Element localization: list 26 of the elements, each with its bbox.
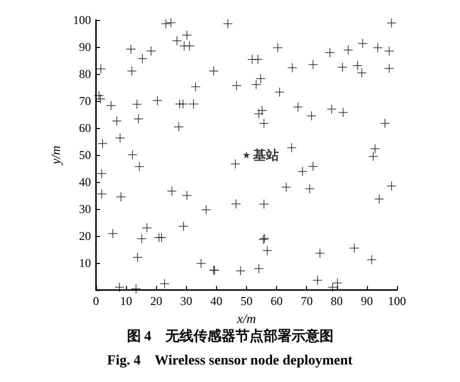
x-axis-title: x/m (236, 311, 256, 326)
y-tick-label: 70 (79, 94, 91, 108)
x-tick-label: 0 (93, 294, 99, 308)
caption: 图 4 无线传感器节点部署示意图 (126, 328, 334, 344)
x-tick-label: 80 (330, 294, 343, 308)
x-tick-label: 100 (388, 294, 406, 308)
x-tick-label: 10 (120, 294, 132, 308)
y-tick-label: 100 (73, 13, 91, 27)
x-tick-label: 50 (240, 294, 252, 308)
x-tick-label: 40 (210, 294, 222, 308)
series-label: 基站 (252, 148, 279, 162)
x-tick-label: 30 (180, 294, 192, 308)
x-tick-label: 90 (360, 294, 373, 308)
caption: Fig. 4 Wireless sensor node deployment (107, 354, 353, 368)
y-axis-title: y/m (48, 146, 64, 166)
y-tick-label: 40 (79, 175, 91, 189)
y-tick-label: 20 (79, 229, 91, 243)
y-tick-label: 50 (79, 148, 91, 162)
x-tick-label: 60 (270, 294, 283, 308)
y-tick-label: 30 (79, 202, 91, 216)
x-tick-label: 20 (150, 294, 162, 308)
y-tick-label: 90 (79, 40, 91, 54)
y-tick-label: 80 (79, 67, 91, 81)
y-tick-label: 10 (79, 256, 91, 270)
x-tick-label: 70 (300, 294, 313, 308)
y-tick-label: 60 (79, 121, 91, 135)
